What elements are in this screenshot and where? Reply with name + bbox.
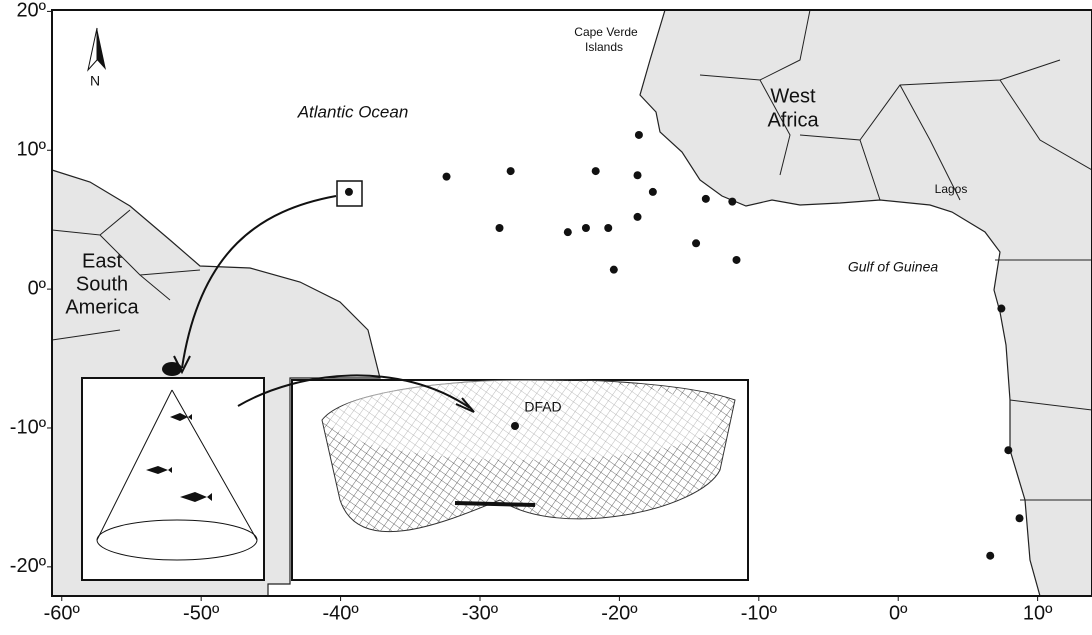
x-tick-label: -30º xyxy=(462,602,499,624)
africa xyxy=(639,9,1092,597)
y-tick-label: 20º xyxy=(16,0,46,22)
borders xyxy=(51,209,201,341)
place-label: Islands xyxy=(585,40,623,54)
survey-point xyxy=(563,228,572,237)
survey-point xyxy=(701,194,710,203)
place-label: East xyxy=(82,250,122,272)
arrow xyxy=(237,374,471,409)
x-tick-label: 0º xyxy=(889,602,908,624)
frame xyxy=(51,9,1092,597)
x-tick-label: -50º xyxy=(183,602,220,624)
place-label: Africa xyxy=(767,109,819,131)
x-tick-label: -60º xyxy=(44,602,81,624)
survey-point xyxy=(634,130,643,139)
net-inset: DFAD xyxy=(291,379,749,581)
y-tick-label: -20º xyxy=(10,555,47,577)
survey-point xyxy=(692,239,701,248)
place-label: Lagos xyxy=(935,182,968,196)
survey-point xyxy=(648,187,657,196)
highlight-box xyxy=(336,180,363,207)
place-label: West xyxy=(770,85,816,107)
y-tick-label: 0º xyxy=(28,277,47,299)
compass: N xyxy=(87,27,106,89)
survey-point xyxy=(442,172,451,181)
survey-point xyxy=(728,197,737,206)
survey-point xyxy=(633,212,642,221)
survey-point xyxy=(633,171,642,180)
survey-point xyxy=(581,224,590,233)
place-label: Gulf of Guinea xyxy=(848,259,938,275)
data-layer: -60º -50º -40º -30º -20º -10º 0º 10º 20º 10º 0º -10… xyxy=(10,0,1053,624)
survey-point xyxy=(986,551,995,560)
survey-point xyxy=(591,167,600,176)
place-label: Cape Verde xyxy=(574,25,638,39)
place-label: South xyxy=(76,273,128,295)
survey-point xyxy=(1004,446,1013,455)
survey-point xyxy=(495,224,504,233)
place-label: Atlantic Ocean xyxy=(297,102,409,121)
sonar-inset xyxy=(81,362,265,581)
arrow-head xyxy=(455,397,475,413)
y-tick-label: 10º xyxy=(16,139,46,161)
arrow xyxy=(181,195,337,369)
arrow-head xyxy=(173,355,191,375)
x-tick-label: -10º xyxy=(741,602,778,624)
dfad-label: DFAD xyxy=(524,399,561,415)
survey-point xyxy=(1015,514,1024,523)
survey-point xyxy=(344,187,353,196)
y-tick-label: -10º xyxy=(10,416,47,438)
x-tick-label: 10º xyxy=(1023,602,1053,624)
place-label: America xyxy=(65,296,139,318)
north-label: N xyxy=(90,73,100,89)
survey-point xyxy=(604,224,613,233)
survey-point xyxy=(609,265,618,274)
survey-point xyxy=(506,167,515,176)
survey-point xyxy=(732,255,741,264)
x-tick-label: -40º xyxy=(322,602,359,624)
x-tick-label: -20º xyxy=(601,602,638,624)
borders xyxy=(699,9,1092,501)
survey-point xyxy=(997,304,1006,313)
